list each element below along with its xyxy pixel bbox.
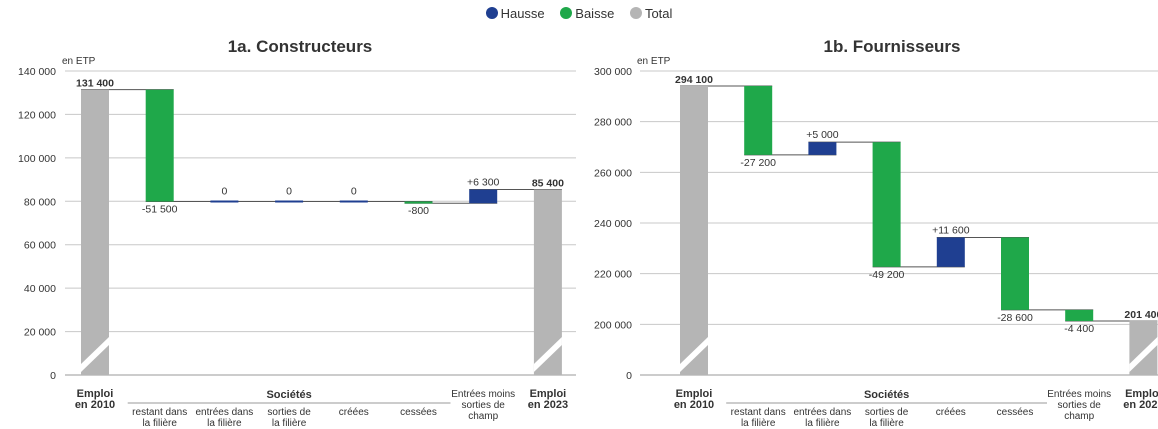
legend-label-hausse: Hausse (500, 6, 545, 21)
y-tick-label-a-6: 120 000 (18, 109, 56, 121)
x-category-label-a-2-0: entrées dans (195, 407, 253, 418)
y-unit-label-a: en ETP (62, 56, 96, 67)
x-category-label-b-1-0: restant dans (731, 407, 786, 418)
bar-label-b-3: -49 200 (869, 269, 905, 281)
x-category-label-b-1-1: la filière (741, 418, 776, 429)
y-tick-label-a-0: 0 (50, 370, 56, 382)
x-category-label-a-3-0: sorties de (267, 407, 311, 418)
y-tick-label-a-1: 20 000 (24, 327, 56, 339)
bar-label-b-2: +5 000 (806, 129, 839, 141)
legend-item-total: Total (629, 6, 673, 21)
legend-label-baisse: Baisse (575, 6, 615, 21)
axis-break-a-0 (81, 337, 109, 372)
bar-label-b-5: -28 600 (997, 312, 1033, 324)
x-category-label-b-0-1: en 2010 (674, 399, 714, 411)
x-category-label-a-6-0: Entrées moins (451, 389, 515, 400)
axis-break-a-7 (533, 337, 562, 372)
x-category-label-a-0-0: Emploi (77, 388, 114, 400)
legend-swatch-total (629, 7, 642, 19)
axis-break-b-7 (1129, 337, 1158, 372)
chart-constructeurs: 1a. Constructeurs en ETP 0 20 000 40 000 60 0… (18, 37, 576, 429)
bar-label-b-0: 294 100 (675, 74, 713, 86)
bar-a-2 (210, 200, 239, 203)
x-category-label-a-4-0: créées (339, 407, 369, 418)
y-tick-label-a-4: 80 000 (24, 196, 56, 208)
legend: Hausse Baisse Total (0, 6, 1158, 21)
x-category-label-a-6-1: sorties de (462, 400, 506, 411)
chart-title-b: 1b. Fournisseurs (824, 37, 961, 56)
bar-b-3 (872, 142, 901, 267)
y-tick-label-b-4: 280 000 (594, 117, 632, 129)
bar-label-b-4: +11 600 (932, 224, 970, 236)
x-category-label-b-2-0: entrées dans (793, 407, 851, 418)
bar-label-a-1: -51 500 (142, 204, 178, 216)
x-category-label-b-3-0: sorties de (865, 407, 909, 418)
y-tick-label-b-5: 300 000 (594, 66, 632, 78)
x-category-label-b-0-0: Emploi (676, 388, 713, 400)
bar-label-a-4: 0 (351, 186, 357, 198)
x-category-label-a-7-0: Emploi (530, 388, 567, 400)
y-tick-label-b-3: 260 000 (594, 167, 632, 179)
x-category-label-a-1-1: la filière (142, 418, 177, 429)
x-category-label-a-5-0: cessées (400, 407, 437, 418)
chart-fournisseurs: 1b. Fournisseurs en ETP 200 000 220 000 240 … (594, 37, 1158, 429)
x-category-label-a-0-1: en 2010 (75, 399, 115, 411)
bar-a-5 (404, 201, 433, 204)
bar-a-4 (339, 200, 368, 203)
bar-b-0 (680, 85, 708, 376)
y-tick-label-b-2: 240 000 (594, 218, 632, 230)
bar-b-4 (936, 237, 965, 267)
x-category-label-b-7-1: en 2023 (1123, 399, 1158, 411)
y-unit-label-b: en ETP (637, 56, 671, 67)
y-tick-label-a-2: 40 000 (24, 283, 56, 295)
x-category-label-b-6-0: Entrées moins (1047, 389, 1111, 400)
x-category-label-b-6-1: sorties de (1058, 400, 1102, 411)
x-category-label-a-7-1: en 2023 (528, 399, 568, 411)
chart-title-a: 1a. Constructeurs (228, 37, 373, 56)
y-tick-label-b-1: 220 000 (594, 269, 632, 281)
bar-label-a-0: 131 400 (76, 78, 114, 90)
bar-label-b-7: 201 400 (1124, 309, 1158, 321)
x-category-label-b-2-1: la filière (805, 418, 840, 429)
bar-b-5 (1001, 237, 1029, 310)
legend-label-total: Total (644, 6, 673, 21)
x-category-label-b-6-2: champ (1064, 411, 1094, 422)
bar-a-0 (81, 89, 109, 375)
x-category-label-a-6-2: champ (468, 411, 498, 422)
bar-a-1 (145, 89, 174, 202)
bar-b-1 (744, 85, 773, 155)
bar-a-6 (469, 189, 498, 204)
bar-label-a-5: -800 (408, 205, 429, 217)
legend-item-baisse: Baisse (560, 6, 614, 21)
group-label-a: Sociétés (266, 389, 311, 401)
group-label-b: Sociétés (864, 389, 909, 401)
y-tick-label-b-base: 0 (626, 370, 632, 382)
bar-a-3 (275, 200, 304, 203)
bar-label-b-1: -27 200 (740, 157, 776, 169)
x-category-label-a-2-1: la filière (207, 418, 242, 429)
bar-b-2 (808, 142, 837, 155)
legend-item-hausse: Hausse (485, 6, 545, 21)
bar-label-a-3: 0 (286, 186, 292, 198)
legend-swatch-hausse (485, 7, 498, 19)
x-category-label-a-1-0: restant dans (132, 407, 187, 418)
x-category-label-b-3-1: la filière (869, 418, 904, 429)
bar-b-6 (1065, 309, 1094, 322)
y-tick-label-a-3: 60 000 (24, 240, 56, 252)
y-tick-label-b-0: 200 000 (594, 319, 632, 331)
x-category-label-b-4-0: créées (936, 407, 966, 418)
bar-label-b-6: -4 400 (1064, 323, 1094, 335)
bar-label-a-6: +6 300 (467, 177, 500, 189)
y-tick-label-a-7: 140 000 (18, 66, 56, 78)
bar-label-a-7: 85 400 (532, 178, 564, 190)
bar-label-a-2: 0 (221, 186, 227, 198)
x-category-label-b-5-0: cessées (997, 407, 1034, 418)
axis-break-b-0 (680, 337, 708, 372)
legend-swatch-baisse (560, 7, 573, 19)
x-category-label-b-7-0: Emploi (1125, 388, 1158, 400)
x-category-label-a-3-1: la filière (272, 418, 307, 429)
y-tick-label-a-5: 100 000 (18, 153, 56, 165)
